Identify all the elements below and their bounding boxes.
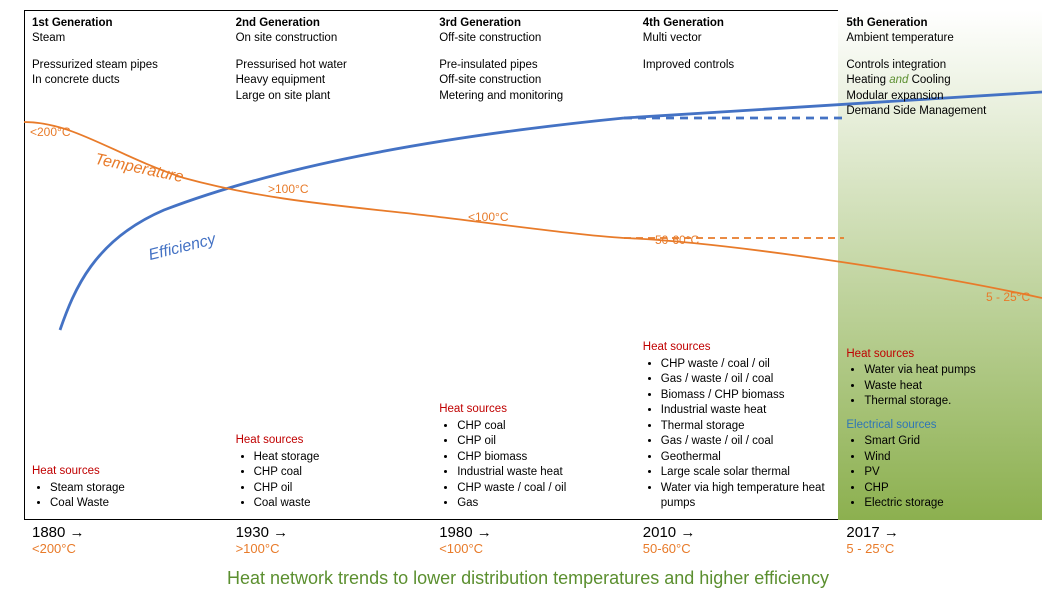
heat-sources-title: Heat sources (32, 464, 220, 480)
list-item: Thermal storage (661, 419, 831, 435)
generation-features: Improved controls (643, 58, 831, 74)
generation-subtitle: Ambient temperature (846, 32, 1034, 44)
timeline-cell: 1930 →>100°C (228, 524, 432, 556)
list-item: Gas / waste / oil / coal (661, 434, 831, 450)
generation-columns: 1st GenerationSteam Pressurized steam pip… (24, 10, 1042, 520)
list-item: Biomass / CHP biomass (661, 388, 831, 404)
heat-sources-block: Heat sourcesHeat storageCHP coalCHP oilC… (236, 433, 424, 512)
temp-annotation: <200°C (30, 125, 71, 139)
list-item: CHP waste / coal / oil (661, 357, 831, 373)
generation-features: Pressurized steam pipesIn concrete ducts (32, 58, 220, 89)
list-item: Large scale solar thermal (661, 465, 831, 481)
timeline-temp: 5 - 25°C (846, 541, 1042, 556)
generation-title: 2nd Generation (236, 16, 424, 32)
timeline-year: 1930 → (236, 524, 432, 541)
generation-column: 1st GenerationSteam Pressurized steam pip… (24, 10, 228, 520)
generation-subtitle: Steam (32, 32, 220, 44)
timeline-temp: <200°C (32, 541, 228, 556)
generation-title: 4th Generation (643, 16, 831, 32)
list-item: Electric storage (864, 496, 1034, 512)
caption: Heat network trends to lower distributio… (0, 568, 1056, 589)
temp-annotation: <100°C (468, 210, 509, 224)
timeline-temp: 50-60°C (643, 541, 839, 556)
heat-sources-list: CHP coalCHP oilCHP biomassIndustrial was… (439, 419, 627, 512)
heat-sources-title: Heat sources (236, 433, 424, 449)
generation-features: Pre-insulated pipesOff-site construction… (439, 58, 627, 105)
timeline-year: 1880 → (32, 524, 228, 541)
timeline-temp: <100°C (439, 541, 635, 556)
electrical-sources-title: Electrical sources (846, 418, 1034, 434)
list-item: Thermal storage. (864, 394, 1034, 410)
generation-column: 5th GenerationAmbient temperature Control… (838, 10, 1042, 520)
electrical-sources-list: Smart GridWindPVCHPElectric storage (846, 434, 1034, 512)
heat-sources-block: Heat sourcesWater via heat pumpsWaste he… (846, 347, 1034, 512)
list-item: CHP biomass (457, 450, 627, 466)
timeline-year: 2017 → (846, 524, 1042, 541)
list-item: CHP coal (254, 465, 424, 481)
list-item: CHP oil (254, 481, 424, 497)
generation-subtitle: Multi vector (643, 32, 831, 44)
generation-title: 5th Generation (846, 16, 1034, 32)
list-item: CHP coal (457, 419, 627, 435)
timeline-cell: 1980 →<100°C (431, 524, 635, 556)
heat-sources-block: Heat sourcesCHP coalCHP oilCHP biomassIn… (439, 402, 627, 512)
generation-subtitle: Off-site construction (439, 32, 627, 44)
heat-sources-title: Heat sources (643, 340, 831, 356)
list-item: CHP (864, 481, 1034, 497)
list-item: Geothermal (661, 450, 831, 466)
generation-column: 3rd GenerationOff-site construction Pre-i… (431, 10, 635, 520)
timeline-cell: 2010 →50-60°C (635, 524, 839, 556)
list-item: Industrial waste heat (457, 465, 627, 481)
heat-sources-title: Heat sources (846, 347, 1034, 363)
generation-subtitle: On site construction (236, 32, 424, 44)
list-item: Water via high temperature heat pumps (661, 481, 831, 512)
generation-title: 3rd Generation (439, 16, 627, 32)
list-item: Smart Grid (864, 434, 1034, 450)
heat-sources-list: Heat storageCHP coalCHP oilCoal waste (236, 450, 424, 512)
heat-sources-list: CHP waste / coal / oilGas / waste / oil … (643, 357, 831, 512)
generation-features: Pressurised hot waterHeavy equipmentLarg… (236, 58, 424, 105)
heat-sources-block: Heat sourcesSteam storageCoal Waste (32, 464, 220, 512)
timeline-cell: 1880 →<200°C (24, 524, 228, 556)
generation-features: Controls integrationHeating and CoolingM… (846, 58, 1034, 120)
heat-sources-list: Steam storageCoal Waste (32, 481, 220, 512)
list-item: Waste heat (864, 379, 1034, 395)
list-item: Coal waste (254, 496, 424, 512)
timeline-row: 1880 →<200°C1930 →>100°C1980 →<100°C2010… (24, 524, 1042, 556)
list-item: Steam storage (50, 481, 220, 497)
timeline-year: 1980 → (439, 524, 635, 541)
list-item: PV (864, 465, 1034, 481)
timeline-year: 2010 → (643, 524, 839, 541)
list-item: Industrial waste heat (661, 403, 831, 419)
list-item: Heat storage (254, 450, 424, 466)
heat-sources-block: Heat sourcesCHP waste / coal / oilGas / … (643, 340, 831, 512)
list-item: CHP oil (457, 434, 627, 450)
temp-annotation: 50-60°C (655, 233, 699, 247)
generation-column: 4th GenerationMulti vector Improved contr… (635, 10, 839, 520)
temp-annotation: 5 - 25°C (986, 290, 1030, 304)
list-item: CHP waste / coal / oil (457, 481, 627, 497)
generation-title: 1st Generation (32, 16, 220, 32)
temp-annotation: >100°C (268, 182, 309, 196)
timeline-temp: >100°C (236, 541, 432, 556)
heat-sources-title: Heat sources (439, 402, 627, 418)
list-item: Wind (864, 450, 1034, 466)
list-item: Gas / waste / oil / coal (661, 372, 831, 388)
list-item: Water via heat pumps (864, 363, 1034, 379)
generation-column: 2nd GenerationOn site construction Pressu… (228, 10, 432, 520)
timeline-cell: 2017 →5 - 25°C (838, 524, 1042, 556)
heat-sources-list: Water via heat pumpsWaste heatThermal st… (846, 363, 1034, 410)
list-item: Coal Waste (50, 496, 220, 512)
list-item: Gas (457, 496, 627, 512)
